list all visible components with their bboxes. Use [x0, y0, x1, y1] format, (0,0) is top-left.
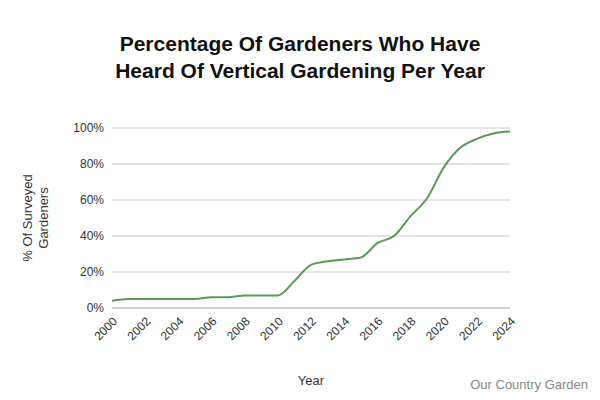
- svg-text:60%: 60%: [80, 193, 104, 207]
- svg-text:2018: 2018: [390, 314, 419, 343]
- svg-text:Year: Year: [298, 373, 325, 388]
- svg-text:2000: 2000: [91, 314, 120, 343]
- svg-text:2002: 2002: [125, 314, 154, 343]
- html-text:Our Country Garden: Our Country Garden: [470, 377, 588, 392]
- svg-text:2024: 2024: [489, 314, 518, 343]
- svg-text:2014: 2014: [324, 314, 353, 343]
- svg-text:2006: 2006: [191, 314, 220, 343]
- svg-text:80%: 80%: [80, 157, 104, 171]
- svg-text:2008: 2008: [224, 314, 253, 343]
- html-text:% Of Surveyed Gardeners: % Of Surveyed Gardeners: [20, 174, 51, 262]
- svg-text:2022: 2022: [456, 314, 485, 343]
- svg-text:40%: 40%: [80, 229, 104, 243]
- svg-text:2016: 2016: [357, 314, 386, 343]
- svg-text:2020: 2020: [423, 314, 452, 343]
- svg-text:2010: 2010: [257, 314, 286, 343]
- svg-text:100%: 100%: [73, 121, 104, 135]
- svg-text:0%: 0%: [87, 301, 105, 315]
- svg-text:2012: 2012: [290, 314, 319, 343]
- svg-text:20%: 20%: [80, 265, 104, 279]
- svg-text:2004: 2004: [158, 314, 187, 343]
- html-text:Percentage Of Gardeners Who Ha: Percentage Of Gardeners Who Have Heard O…: [115, 32, 485, 82]
